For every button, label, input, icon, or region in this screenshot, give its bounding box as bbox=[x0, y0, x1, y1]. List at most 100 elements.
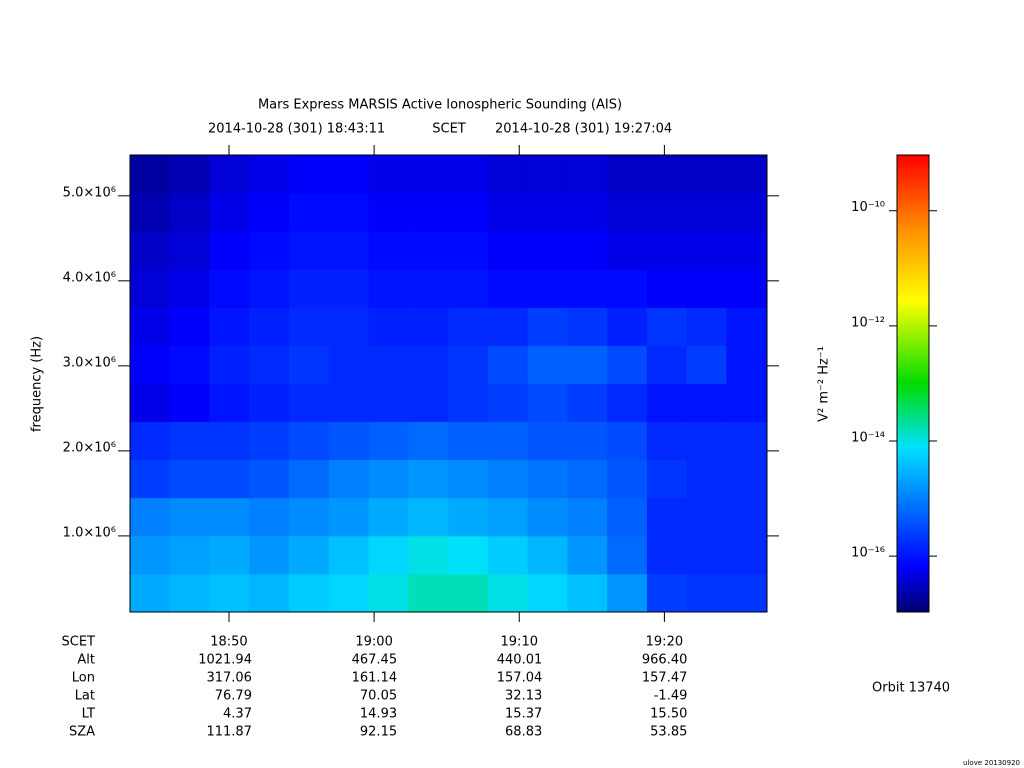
heatmap-cell bbox=[726, 497, 768, 537]
heatmap-cell bbox=[328, 307, 370, 346]
time-start: 2014-10-28 (301) 18:43:11 bbox=[208, 122, 385, 137]
heatmap-cell bbox=[567, 269, 608, 308]
heatmap-cell bbox=[408, 573, 449, 613]
heatmap-cell bbox=[130, 459, 171, 499]
heatmap-cell bbox=[646, 193, 688, 232]
heatmap-cell bbox=[527, 459, 568, 499]
heatmap-cell bbox=[607, 573, 648, 613]
heatmap-cell bbox=[368, 497, 409, 537]
heatmap-cell bbox=[408, 155, 449, 194]
heatmap-cell bbox=[686, 535, 728, 575]
heatmap-cell bbox=[169, 231, 211, 270]
heatmap-cell bbox=[408, 459, 449, 499]
heatmap-cell bbox=[328, 231, 370, 270]
heatmap-cell bbox=[368, 231, 409, 270]
heatmap-cell bbox=[686, 307, 728, 346]
chart-title: Mars Express MARSIS Active Ionospheric S… bbox=[258, 98, 622, 113]
heatmap-cell bbox=[448, 307, 489, 346]
heatmap-cell bbox=[169, 307, 211, 346]
ephemeris-value: 467.45 bbox=[352, 653, 398, 668]
heatmap-cell bbox=[328, 535, 370, 575]
ephemeris-value: 1021.94 bbox=[198, 653, 252, 668]
heatmap-cell bbox=[646, 497, 688, 537]
heatmap-cell bbox=[527, 231, 568, 270]
heatmap-cell bbox=[368, 307, 409, 346]
heatmap-cell bbox=[527, 307, 568, 346]
ephemeris-value: 157.47 bbox=[642, 671, 688, 686]
heatmap-cell bbox=[607, 459, 648, 499]
heatmap-cell bbox=[567, 573, 608, 613]
heatmap-cell bbox=[527, 345, 568, 384]
heatmap-cell bbox=[328, 345, 370, 384]
heatmap-cell bbox=[169, 459, 211, 499]
heatmap-cell bbox=[646, 155, 688, 194]
heatmap-cell bbox=[289, 345, 330, 384]
heatmap-cell bbox=[328, 497, 370, 537]
heatmap-cell bbox=[448, 155, 489, 194]
heatmap-cell bbox=[527, 269, 568, 308]
heatmap-cell bbox=[567, 231, 608, 270]
heatmap-cell bbox=[209, 535, 250, 575]
heatmap-cell bbox=[487, 383, 529, 423]
ephemeris-value: 157.04 bbox=[497, 671, 543, 686]
y-tick-label: 1.0×10⁶ bbox=[63, 525, 116, 540]
heatmap-cell bbox=[368, 383, 409, 423]
y-tick-label: 5.0×10⁶ bbox=[63, 185, 116, 200]
ephemeris-value: 70.05 bbox=[360, 689, 397, 704]
heatmap-cell bbox=[487, 307, 529, 346]
footer: ulove 20130920 bbox=[963, 759, 1020, 767]
heatmap-cell bbox=[130, 269, 171, 308]
heatmap-cell bbox=[527, 155, 568, 194]
heatmap-cell bbox=[328, 573, 370, 613]
heatmap-cell bbox=[249, 573, 290, 613]
heatmap-cell bbox=[567, 155, 608, 194]
heatmap-cell bbox=[646, 535, 688, 575]
heatmap-cell bbox=[209, 307, 250, 346]
heatmap-cell bbox=[368, 269, 409, 308]
heatmap-cell bbox=[686, 459, 728, 499]
heatmap-cell bbox=[368, 573, 409, 613]
heatmap-cell bbox=[130, 193, 171, 232]
heatmap-cell bbox=[130, 497, 171, 537]
heatmap-cell bbox=[487, 193, 529, 232]
heatmap-cell bbox=[368, 421, 409, 461]
ephemeris-label: SZA bbox=[69, 725, 95, 740]
heatmap-cell bbox=[607, 421, 648, 461]
heatmap-cell bbox=[487, 155, 529, 194]
x-tick-label: 19:20 bbox=[646, 635, 683, 650]
heatmap-cell bbox=[408, 231, 449, 270]
ephemeris-value: 15.37 bbox=[505, 707, 542, 722]
heatmap-cell bbox=[686, 421, 728, 461]
heatmap-cell bbox=[726, 421, 768, 461]
heatmap-cell bbox=[527, 535, 568, 575]
heatmap-cell bbox=[487, 269, 529, 308]
heatmap-cell bbox=[646, 307, 688, 346]
heatmap-cell bbox=[249, 421, 290, 461]
heatmap-cell bbox=[209, 497, 250, 537]
heatmap-cell bbox=[726, 307, 768, 346]
heatmap-cell bbox=[726, 155, 768, 194]
heatmap-cell bbox=[448, 497, 489, 537]
heatmap-cell bbox=[408, 383, 449, 423]
heatmap-cell bbox=[289, 573, 330, 613]
heatmap-cell bbox=[448, 269, 489, 308]
heatmap-cell bbox=[487, 573, 529, 613]
heatmap-cell bbox=[567, 383, 608, 423]
heatmap-cell bbox=[607, 497, 648, 537]
heatmap-cell bbox=[130, 535, 171, 575]
heatmap-cell bbox=[567, 459, 608, 499]
heatmap-cell bbox=[130, 383, 171, 423]
heatmap-cell bbox=[289, 231, 330, 270]
heatmap-cell bbox=[726, 573, 768, 613]
heatmap-cell bbox=[567, 345, 608, 384]
heatmap-cell bbox=[328, 269, 370, 308]
heatmap-cell bbox=[726, 459, 768, 499]
heatmap-cell bbox=[408, 421, 449, 461]
heatmap-cell bbox=[169, 345, 211, 384]
heatmap-cell bbox=[448, 459, 489, 499]
heatmap-cell bbox=[289, 307, 330, 346]
heatmap-cell bbox=[408, 269, 449, 308]
heatmap-cell bbox=[209, 459, 250, 499]
heatmap-cell bbox=[249, 383, 290, 423]
heatmap-cell bbox=[527, 421, 568, 461]
